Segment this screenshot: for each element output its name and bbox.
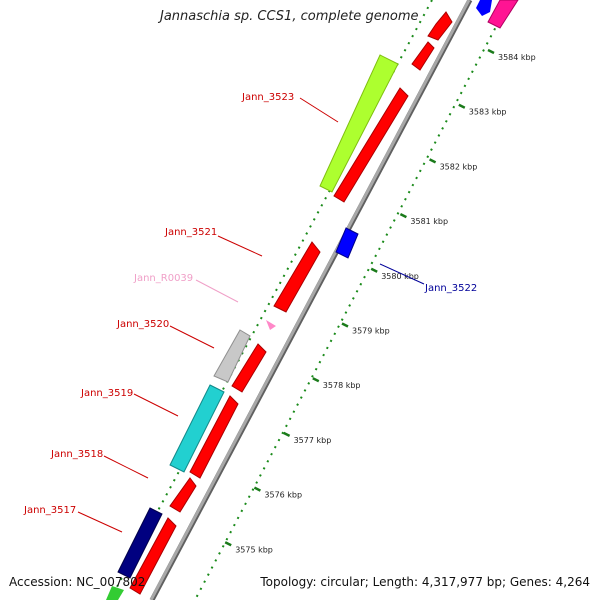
- map-title: Jannaschia sp. CCS1, complete genome: [160, 9, 419, 24]
- feature-red-3[interactable]: [333, 87, 409, 203]
- feature-green-bottom[interactable]: [106, 586, 124, 600]
- scale-tick-label: 3584 kbp: [498, 53, 536, 62]
- scale-tick-mark: [283, 431, 291, 438]
- callout-jann-r0039: [195, 279, 239, 303]
- gene-label-jann-3519[interactable]: Jann_3519: [80, 388, 133, 399]
- scale-tick-label: 3576 kbp: [264, 491, 302, 500]
- scale-tick-mark: [429, 158, 437, 164]
- feature-jann-3518[interactable]: [169, 477, 197, 513]
- feature-jann-3523[interactable]: [319, 54, 399, 193]
- gene-label-jann-3520[interactable]: Jann_3520: [116, 319, 169, 330]
- gene-label-jann-r0039[interactable]: Jann_R0039: [133, 273, 193, 284]
- genome-summary-text: Topology: circular; Length: 4,317,977 bp…: [260, 575, 590, 589]
- feature-jann-3521[interactable]: [273, 241, 321, 313]
- gene-label-jann-3518[interactable]: Jann_3518: [50, 449, 103, 460]
- gene-label-jann-3523[interactable]: Jann_3523: [241, 92, 294, 103]
- scale-tick-mark: [399, 212, 407, 219]
- scale-tick-label: 3580 kbp: [381, 272, 419, 281]
- feature-pink-r0039[interactable]: [266, 320, 276, 330]
- feature-red-8[interactable]: [129, 517, 177, 595]
- callout-jann-3518: [103, 455, 149, 479]
- feature-magenta-top[interactable]: [487, 0, 519, 29]
- scale-tick-label: 3578 kbp: [323, 381, 361, 390]
- callout-jann-3522: [379, 263, 425, 285]
- genome-backbone: [149, 0, 471, 600]
- feature-red-2[interactable]: [411, 41, 435, 71]
- accession-text: Accession: NC_007802: [9, 575, 146, 589]
- scale-tick-label: 3575 kbp: [235, 545, 273, 554]
- feature-jann-3522[interactable]: [335, 227, 359, 259]
- scale-tick-mark: [312, 377, 320, 383]
- feature-red-top[interactable]: [427, 11, 453, 41]
- feature-blue-top[interactable]: [476, 0, 492, 16]
- scale-tick-mark: [458, 103, 466, 109]
- feature-jann-3519[interactable]: [169, 384, 225, 473]
- callout-jann-3521: [217, 235, 263, 257]
- scale-tick-label: 3577 kbp: [294, 436, 332, 445]
- scale-tick-label: 3582 kbp: [440, 162, 478, 171]
- gene-label-jann-3522[interactable]: Jann_3522: [424, 283, 477, 294]
- callout-jann-3517: [77, 511, 123, 533]
- gene-label-jann-3517[interactable]: Jann_3517: [23, 505, 76, 516]
- scale-tick-mark: [487, 48, 495, 55]
- scale-tick-label: 3583 kbp: [469, 108, 507, 117]
- scale-tick-label: 3579 kbp: [352, 327, 390, 336]
- feature-red-6[interactable]: [189, 395, 239, 479]
- scale-tick-label: 3581 kbp: [410, 217, 448, 226]
- scale-ticks: 3584 kbp 3583 kbp 3582 kbp 3581 kbp 3580 kbp…: [224, 48, 536, 554]
- scale-tick-mark: [370, 267, 378, 273]
- callout-jann-3519: [133, 393, 179, 417]
- scale-tick-mark: [224, 541, 232, 547]
- feature-grey[interactable]: [213, 329, 251, 383]
- feature-jann-3517[interactable]: [117, 507, 163, 579]
- outer-dotted-guide: [194, 0, 511, 600]
- callout-jann-3523: [299, 97, 339, 123]
- scale-tick-mark: [341, 322, 349, 328]
- feature-jann-3520[interactable]: [231, 343, 267, 393]
- gene-label-jann-3521[interactable]: Jann_3521: [164, 227, 217, 238]
- scale-tick-mark: [253, 486, 261, 492]
- callout-jann-3520: [169, 325, 215, 349]
